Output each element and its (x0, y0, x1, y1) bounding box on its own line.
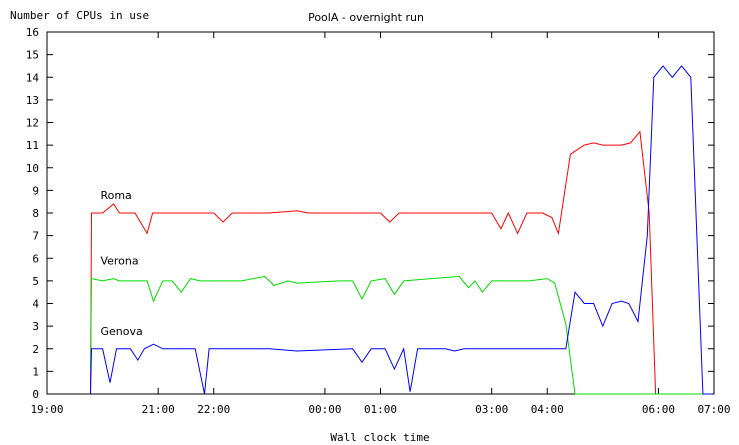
x-tick-label: 00:00 (308, 403, 341, 416)
y-tick-label: 15 (26, 49, 39, 62)
y-tick-label: 1 (32, 365, 39, 378)
series-line-genova (90, 65, 713, 395)
x-tick-label: 07:00 (697, 403, 730, 416)
y-tick-label: 3 (32, 320, 39, 333)
series-labels: Roma Verona Genova (100, 189, 142, 338)
series-label-verona: Verona (100, 255, 138, 268)
x-axis-label: Wall clock time (330, 431, 429, 444)
y-tick-label: 2 (32, 343, 39, 356)
y-tick-label: 11 (26, 139, 39, 152)
series-label-genova: Genova (100, 325, 142, 338)
y-tick-label: 4 (32, 298, 39, 311)
x-tick-label: 06:00 (642, 403, 675, 416)
x-tick-label: 04:00 (531, 403, 564, 416)
y-tick-label: 16 (26, 26, 39, 39)
y-tick-label: 8 (32, 207, 39, 220)
x-tick-label: 22:00 (197, 403, 230, 416)
x-tick-label: 19:00 (30, 403, 63, 416)
x-tick-label: 21:00 (142, 403, 175, 416)
series-line-roma (90, 130, 705, 395)
y-axis-label: Number of CPUs in use (10, 9, 149, 22)
series-label-roma: Roma (100, 189, 131, 202)
chart-title: PoolA - overnight run (308, 11, 424, 24)
y-tick-label: 5 (32, 275, 39, 288)
y-tick-label: 13 (26, 94, 39, 107)
y-tick-label: 14 (26, 71, 40, 84)
series-lines (90, 65, 713, 395)
y-tick-label: 7 (32, 230, 39, 243)
y-tick-label: 12 (26, 117, 39, 130)
y-tick-label: 10 (26, 162, 39, 175)
x-tick-label: 01:00 (364, 403, 397, 416)
series-line-verona (90, 275, 705, 395)
y-tick-label: 0 (32, 388, 39, 401)
y-tick-label: 6 (32, 252, 39, 265)
x-tick-label: 03:00 (475, 403, 508, 416)
y-tick-label: 9 (32, 184, 39, 197)
